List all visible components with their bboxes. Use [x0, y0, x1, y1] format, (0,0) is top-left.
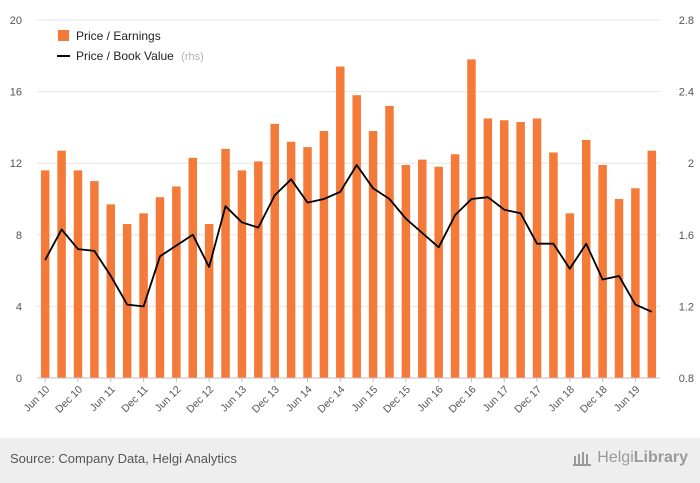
pe-bar: [368, 130, 378, 378]
y-left-tick-label: 4: [16, 301, 22, 313]
x-tick-label: Jun 16: [415, 384, 446, 415]
pe-bar: [90, 181, 99, 378]
brand-logo: Helgi Library: [573, 449, 688, 467]
x-tick-label: Dec 16: [447, 384, 479, 416]
pe-bar: [73, 170, 83, 378]
y-left-tick-label: 16: [10, 87, 22, 99]
pe-bar: [188, 157, 197, 378]
pe-bar: [122, 224, 132, 378]
x-tick-label: Dec 12: [184, 384, 216, 416]
pe-bar: [336, 66, 345, 378]
legend-label-pb-name: Price / Book Value: [76, 49, 174, 63]
y-left-tick-label: 8: [16, 230, 22, 242]
y-right-tick-label: 1.6: [679, 230, 694, 242]
pe-bar: [418, 159, 427, 378]
y-right-tick-label: 2.8: [679, 15, 694, 27]
x-tick-label: Jun 10: [22, 384, 53, 415]
legend-label-pe: Price / Earnings: [76, 29, 161, 43]
x-tick-label: Jun 13: [218, 384, 249, 415]
y-right-tick-label: 1.2: [679, 301, 694, 313]
x-tick-label: Jun 17: [481, 384, 512, 415]
pe-bar: [631, 188, 640, 378]
y-right-tick-label: 2.4: [679, 87, 694, 99]
legend-label-pb-suffix: (rhs): [181, 51, 204, 63]
footer: Source: Company Data, Helgi Analytics He…: [0, 438, 700, 483]
pe-bar: [106, 204, 116, 378]
x-tick-label: Jun 18: [546, 384, 577, 415]
pe-bar: [401, 164, 411, 378]
legend-label-pb: Price / Book Value (rhs): [76, 49, 204, 63]
pe-bar: [565, 213, 575, 378]
x-tick-label: Dec 14: [315, 384, 347, 416]
pe-bar: [254, 161, 263, 378]
x-tick-label: Jun 11: [88, 384, 118, 414]
pe-bar: [204, 224, 214, 378]
y-right-tick-label: 2: [688, 158, 694, 170]
pe-bars: [40, 59, 657, 379]
pe-bar: [614, 199, 624, 378]
pb-line-path: [44, 164, 653, 313]
legend: Price / Earnings Price / Book Value (rhs…: [57, 29, 204, 63]
pe-bar: [647, 150, 657, 378]
pe-bar: [40, 170, 50, 378]
brand-regular: Helgi: [597, 449, 634, 466]
pe-bar: [434, 166, 443, 378]
x-tick-label: Dec 17: [512, 384, 544, 416]
pe-bar: [139, 213, 148, 378]
y-left-tick-label: 20: [10, 15, 22, 27]
pe-bar: [221, 148, 230, 378]
x-tick-label: Dec 11: [119, 384, 151, 416]
pe-bar: [483, 118, 493, 378]
x-tick-label: Dec 10: [53, 384, 85, 416]
pe-bar: [467, 59, 476, 378]
pe-bar: [286, 141, 296, 378]
pe-bar: [581, 139, 591, 378]
pb-line: [44, 164, 653, 313]
y-right-tick-label: 0.8: [679, 373, 694, 385]
pe-bar: [303, 147, 312, 378]
y-left-tick-label: 0: [16, 373, 22, 385]
pe-bar: [319, 130, 329, 378]
pe-bar: [385, 105, 394, 379]
pe-bar: [352, 95, 361, 379]
library-icon: [573, 452, 592, 466]
pe-bar: [155, 197, 165, 378]
pe-bar: [500, 120, 509, 379]
source-text: Source: Company Data, Helgi Analytics: [10, 451, 237, 466]
pe-bar: [532, 118, 542, 378]
pe-bar: [516, 122, 525, 378]
x-tick-label: Dec 13: [250, 384, 282, 416]
legend-swatch-pe: [58, 30, 69, 41]
x-tick-label: Jun 14: [284, 384, 315, 415]
pe-bar: [598, 164, 607, 378]
x-tick-label: Jun 19: [612, 384, 643, 415]
x-tick-label: Jun 12: [153, 384, 184, 415]
pe-bar: [450, 154, 460, 378]
brand-bold: Library: [633, 449, 688, 466]
x-tick-label: Dec 15: [381, 384, 413, 416]
pe-bar: [549, 152, 558, 378]
x-tick-label: Jun 15: [349, 384, 380, 415]
pe-bar: [237, 170, 247, 378]
pe-bar: [172, 186, 181, 378]
pe-bar: [270, 123, 279, 378]
pe-bar: [57, 150, 66, 378]
x-tick-label: Dec 18: [578, 384, 610, 416]
y-left-tick-label: 12: [10, 158, 22, 170]
